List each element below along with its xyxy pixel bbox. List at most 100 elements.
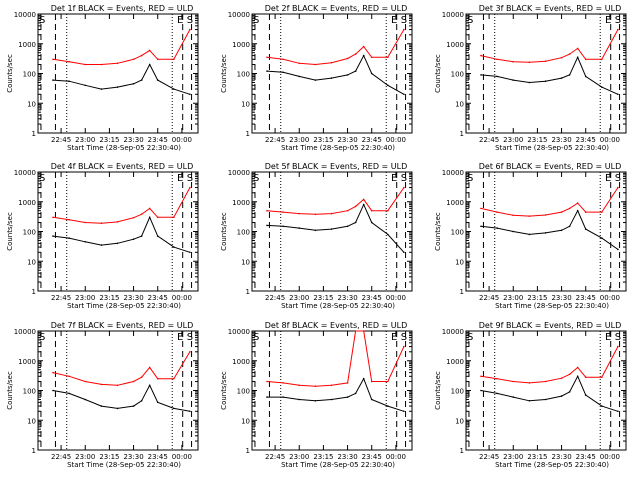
series-point-uld xyxy=(84,63,86,66)
series-line-events xyxy=(52,63,191,95)
series-point-uld xyxy=(496,58,498,61)
series-point-uld xyxy=(568,207,571,210)
y-tick-label: 10 xyxy=(455,417,464,425)
y-tick-label: 100 xyxy=(237,71,250,79)
series-line-events xyxy=(52,216,191,253)
series-point-events xyxy=(52,235,54,237)
series-point-events xyxy=(568,391,571,393)
y-tick-label: 100 xyxy=(451,71,464,79)
x-tick-label: 23:45 xyxy=(362,136,382,144)
y-axis-title: Counts/sec xyxy=(220,212,228,251)
marker-end-e: E xyxy=(391,15,397,26)
series-point-uld xyxy=(282,211,284,213)
series-point-events xyxy=(568,225,571,228)
x-tick-label: 23:30 xyxy=(337,136,357,144)
series-point-events xyxy=(148,63,151,66)
marker-start-s: S xyxy=(39,173,45,184)
series-point-events xyxy=(156,235,159,237)
x-tick-label: 23:15 xyxy=(99,453,119,461)
series-point-uld xyxy=(480,54,482,57)
series-point-events xyxy=(560,229,563,232)
series-point-events xyxy=(282,71,284,74)
x-tick-label: 22:45 xyxy=(265,294,285,302)
series-point-uld xyxy=(576,202,579,204)
series-point-uld xyxy=(403,186,405,189)
series-point-events xyxy=(116,242,119,245)
series-point-events xyxy=(330,77,333,79)
x-tick-label: 23:15 xyxy=(527,136,547,144)
chart-panel-8: Det 8f BLACK = Events, RED = ULD 1 10 100 10… xyxy=(220,321,413,469)
series-point-events xyxy=(354,70,357,72)
series-point-events xyxy=(387,405,389,407)
series-point-events xyxy=(576,56,579,59)
y-tick-label: 10 xyxy=(241,100,250,108)
marker-end-e: E xyxy=(605,332,611,343)
y-axis-title: Counts/sec xyxy=(6,54,14,93)
y-axis-title: Counts/sec xyxy=(434,212,442,251)
series-point-events xyxy=(132,238,135,240)
series-point-events xyxy=(584,228,587,230)
y-tick-label: 1000 xyxy=(446,41,464,49)
series-point-uld xyxy=(528,61,531,63)
x-tick-label: 23:45 xyxy=(362,294,382,302)
series-point-uld xyxy=(84,221,86,224)
x-axis-title: Start Time (28-Sep-05 22:30:40) xyxy=(67,461,181,469)
series-point-uld xyxy=(266,209,268,212)
x-tick-label: 22:45 xyxy=(265,453,285,461)
series-point-events xyxy=(68,237,70,239)
chart-panel-4: Det 4f BLACK = Events, RED = ULD 1 10 100 10… xyxy=(6,162,199,310)
series-point-events xyxy=(266,70,268,72)
series-point-uld xyxy=(346,209,349,212)
series-point-uld xyxy=(617,345,619,348)
y-tick-label: 100 xyxy=(23,71,36,79)
x-tick-label: 23:00 xyxy=(289,294,309,302)
series-point-events xyxy=(560,395,563,397)
series-point-events xyxy=(601,405,603,407)
y-axis-title: Counts/sec xyxy=(434,371,442,410)
series-line-events xyxy=(266,203,405,253)
series-point-events xyxy=(84,84,86,87)
y-tick-label: 1 xyxy=(246,288,250,296)
y-tick-label: 1 xyxy=(32,288,36,296)
series-point-events xyxy=(132,405,135,407)
series-point-events xyxy=(173,407,175,410)
y-axis-title: Counts/sec xyxy=(220,371,228,410)
y-tick-label: 1 xyxy=(32,447,36,455)
x-tick-label: 00:00 xyxy=(600,136,620,144)
series-line-uld xyxy=(480,346,619,384)
marker-start-s: S xyxy=(467,173,473,184)
series-point-events xyxy=(266,224,268,227)
series-point-uld xyxy=(354,53,357,55)
series-point-uld xyxy=(370,380,373,383)
series-point-events xyxy=(52,79,54,81)
series-point-uld xyxy=(298,62,301,65)
series-point-events xyxy=(496,392,498,395)
y-tick-label: 10000 xyxy=(14,169,36,177)
series-point-uld xyxy=(528,215,531,217)
series-point-uld xyxy=(568,53,571,55)
x-tick-label: 23:30 xyxy=(123,453,143,461)
marker-end-e: E xyxy=(177,15,183,26)
x-axis-title: Start Time (28-Sep-05 22:30:40) xyxy=(67,302,181,310)
x-tick-label: 22:45 xyxy=(479,453,499,461)
series-point-events xyxy=(370,72,373,75)
y-tick-label: 100 xyxy=(23,229,36,237)
series-point-uld xyxy=(544,60,547,62)
plot-frame xyxy=(465,13,627,134)
x-tick-label: 23:30 xyxy=(123,294,143,302)
plot-frame xyxy=(465,330,627,451)
series-point-events xyxy=(512,79,514,81)
marker-start-s: S xyxy=(467,332,473,343)
series-point-events xyxy=(354,392,357,395)
series-point-uld xyxy=(52,58,54,61)
series-point-events xyxy=(496,227,498,229)
series-point-uld xyxy=(266,56,268,59)
x-tick-label: 00:00 xyxy=(172,294,192,302)
series-point-uld xyxy=(173,377,175,380)
series-point-uld xyxy=(480,207,482,210)
series-line-events xyxy=(480,375,619,412)
y-tick-label: 10 xyxy=(27,100,36,108)
series-point-events xyxy=(156,79,159,81)
chart-panel-5: Det 5f BLACK = Events, RED = ULD 1 10 100 10… xyxy=(220,162,413,310)
